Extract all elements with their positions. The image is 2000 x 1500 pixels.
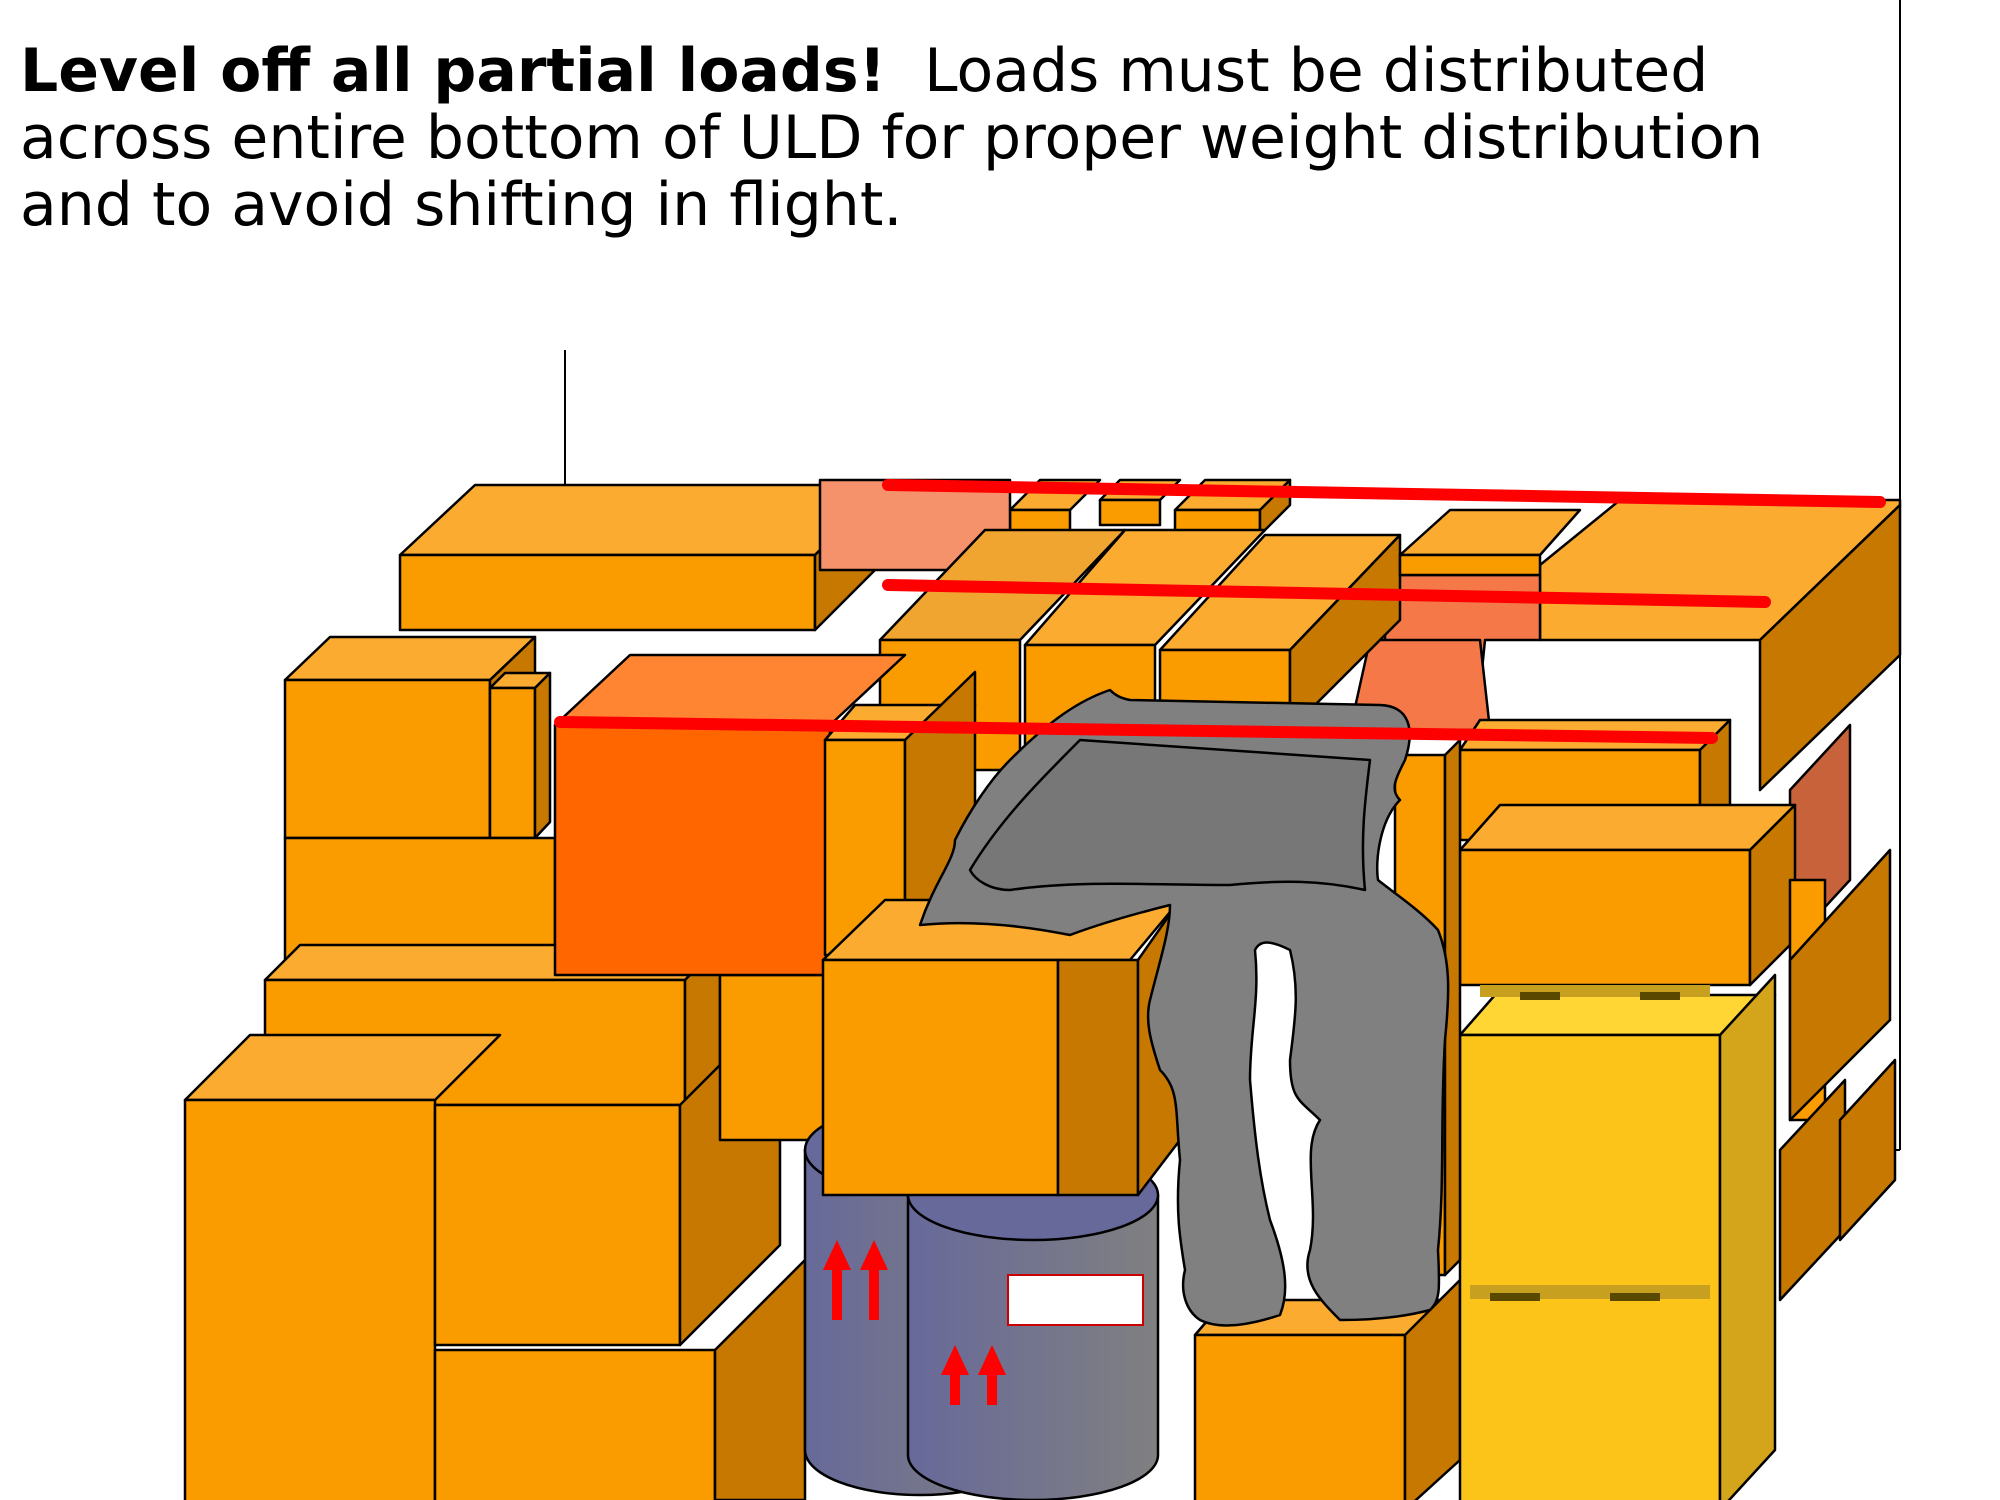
box-center-left-filler — [720, 975, 825, 1140]
box-center-front — [823, 900, 1180, 1195]
blank-label-icon — [1008, 1275, 1143, 1325]
box-left-upper-2 — [490, 673, 550, 838]
box-back-top-left — [400, 485, 885, 630]
strap-front — [1470, 1285, 1710, 1301]
box-right-back-stack — [1780, 850, 1895, 1300]
box-right-mid — [1460, 805, 1795, 985]
box-yellow-tall — [1460, 975, 1775, 1500]
